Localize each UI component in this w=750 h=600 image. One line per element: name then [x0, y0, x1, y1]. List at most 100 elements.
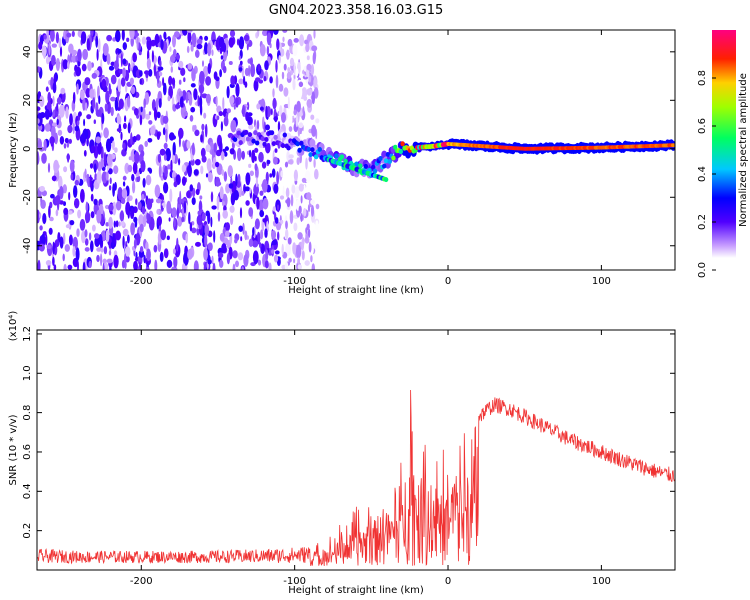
- spectrogram-noise-blob: [259, 44, 266, 57]
- spectrogram-noise-blob: [298, 122, 304, 129]
- spectrogram-noise-blob: [108, 216, 113, 229]
- spectrogram-noise-blob: [82, 261, 86, 270]
- spectrogram-noise-blob: [186, 30, 193, 33]
- spectrogram-noise-blob: [229, 95, 235, 105]
- colorbar-label: Normalized spectral amplitude: [738, 73, 749, 227]
- spectrogram-noise-blob: [216, 115, 220, 121]
- spectrogram-noise-blob: [143, 98, 146, 109]
- spectrogram-noise-blob: [183, 111, 188, 116]
- spectrogram-noise-blob: [68, 138, 73, 144]
- snr-series-group: [37, 389, 675, 567]
- spectrogram-noise-blob: [84, 229, 88, 238]
- spectrogram-noise-blob: [39, 225, 43, 231]
- spectrogram-noise-blob: [118, 98, 124, 110]
- spectrogram-noise-blob: [160, 39, 164, 51]
- spectrogram-noise-blob: [110, 61, 115, 66]
- spectrogram-noise-blob: [295, 186, 300, 198]
- spectrogram-noise-blob: [89, 88, 95, 99]
- spectrogram-noise-blob: [37, 138, 42, 151]
- spectrogram-noise-blob: [311, 124, 317, 137]
- spectrogram-noise-blob: [273, 156, 278, 165]
- spectrogram-noise-blob: [274, 217, 279, 224]
- spectrogram-noise-blob: [236, 181, 241, 188]
- spectrogram-noise-blob: [79, 133, 86, 144]
- spectrogram-noise-blob: [129, 77, 134, 86]
- spectrogram-noise-blob: [282, 185, 285, 199]
- spectrogram-noise-blob: [286, 71, 292, 80]
- spectrogram-noise-blob: [46, 101, 52, 112]
- spectrogram-noise-blob: [37, 118, 40, 124]
- spectrogram-noise-blob: [200, 147, 206, 158]
- spectrogram-noise-blob: [259, 242, 262, 249]
- spectrogram-noise-blob: [199, 70, 205, 85]
- spectrogram-noise-blob: [207, 63, 211, 75]
- spectrogram-noise-blob: [166, 200, 172, 214]
- spectrogram-trace-point: [262, 141, 267, 147]
- spectrogram-noise-blob: [249, 57, 253, 66]
- spectrogram-noise-blob: [42, 213, 47, 225]
- spectrogram-noise-blob: [134, 151, 140, 164]
- spectrogram-noise-blob: [200, 134, 203, 143]
- spectrogram-noise-blob: [160, 229, 167, 241]
- spectrogram-noise-blob: [84, 102, 88, 111]
- spectrogram-noise-blob: [310, 114, 315, 120]
- spectrogram-noise-blob: [110, 106, 114, 117]
- spectrogram-noise-blob: [305, 43, 310, 53]
- spectrogram-noise-blob: [140, 160, 146, 173]
- spectrogram-noise-blob: [115, 30, 121, 43]
- spectrogram-noise-blob: [181, 164, 187, 173]
- spectrogram-noise-blob: [176, 237, 179, 252]
- spectrogram-noise-blob: [132, 180, 136, 194]
- spectrogram-noise-blob: [291, 184, 296, 194]
- spectrogram-noise-blob: [301, 130, 304, 141]
- spectrogram-noise-blob: [251, 149, 256, 163]
- spectrogram-trace-point: [236, 130, 241, 136]
- spectrogram-noise-blob: [148, 69, 153, 77]
- spectrogram-noise-blob: [46, 244, 52, 249]
- spectrogram-noise-blob: [221, 200, 225, 207]
- colorbar-tick-label: 0.6: [697, 118, 708, 134]
- spectrogram-noise-blob: [258, 199, 264, 212]
- spectrogram-trace-point: [306, 146, 311, 152]
- spectrogram-noise-blob: [90, 240, 94, 253]
- spectrogram-noise-blob: [56, 97, 62, 105]
- spectrogram-noise-blob: [224, 151, 228, 157]
- spectrogram-noise-blob: [67, 61, 70, 70]
- spectrogram-noise-blob: [305, 157, 308, 170]
- spectrogram-noise-blob: [205, 93, 211, 104]
- spectrogram-noise-blob: [159, 59, 162, 68]
- spectrogram-noise-blob: [59, 136, 65, 145]
- spectrogram-noise-blob: [62, 253, 65, 262]
- spectrogram-noise-blob: [220, 151, 225, 161]
- spectrogram-noise-blob: [205, 144, 211, 152]
- spectrogram-noise-blob: [156, 111, 161, 119]
- spectrogram-noise-blob: [226, 85, 230, 99]
- spectrogram-noise-blob: [39, 95, 45, 108]
- spectrogram-noise-blob: [307, 228, 311, 238]
- spectrogram-noise-blob: [124, 162, 130, 174]
- spectrogram-noise-blob: [293, 38, 299, 43]
- spectrogram-noise-blob: [242, 222, 245, 235]
- spectrogram-trace-point: [264, 137, 269, 142]
- spectrogram-noise-blob: [156, 208, 160, 215]
- spectrogram-noise-blob: [293, 169, 298, 182]
- spectrogram-noise-blob: [76, 228, 80, 238]
- spectrogram-noise-blob: [168, 217, 171, 222]
- spectrogram-noise-blob: [219, 69, 223, 78]
- spectrogram-noise-blob: [287, 159, 294, 165]
- spectrogram-noise-blob: [186, 140, 191, 150]
- spectrogram-noise-blob: [282, 30, 288, 33]
- spectrogram-noise-blob: [41, 153, 47, 164]
- spectrogram-noise-blob: [120, 131, 123, 141]
- spectrogram-noise-blob: [210, 191, 214, 203]
- spectrogram-noise-blob: [83, 150, 87, 157]
- spectrogram-noise-blob: [246, 101, 250, 111]
- spectrogram-trace-point: [383, 158, 389, 164]
- spectrogram-noise-blob: [145, 113, 151, 120]
- spectrogram-noise-blob: [278, 83, 284, 92]
- colorbar-tick-label: 0.0: [697, 262, 708, 278]
- spectrogram-noise-blob: [163, 181, 169, 194]
- spectrogram-noise-blob: [45, 260, 52, 266]
- spectrogram-noise-blob: [311, 263, 315, 270]
- spectrogram-noise-blob: [63, 207, 69, 215]
